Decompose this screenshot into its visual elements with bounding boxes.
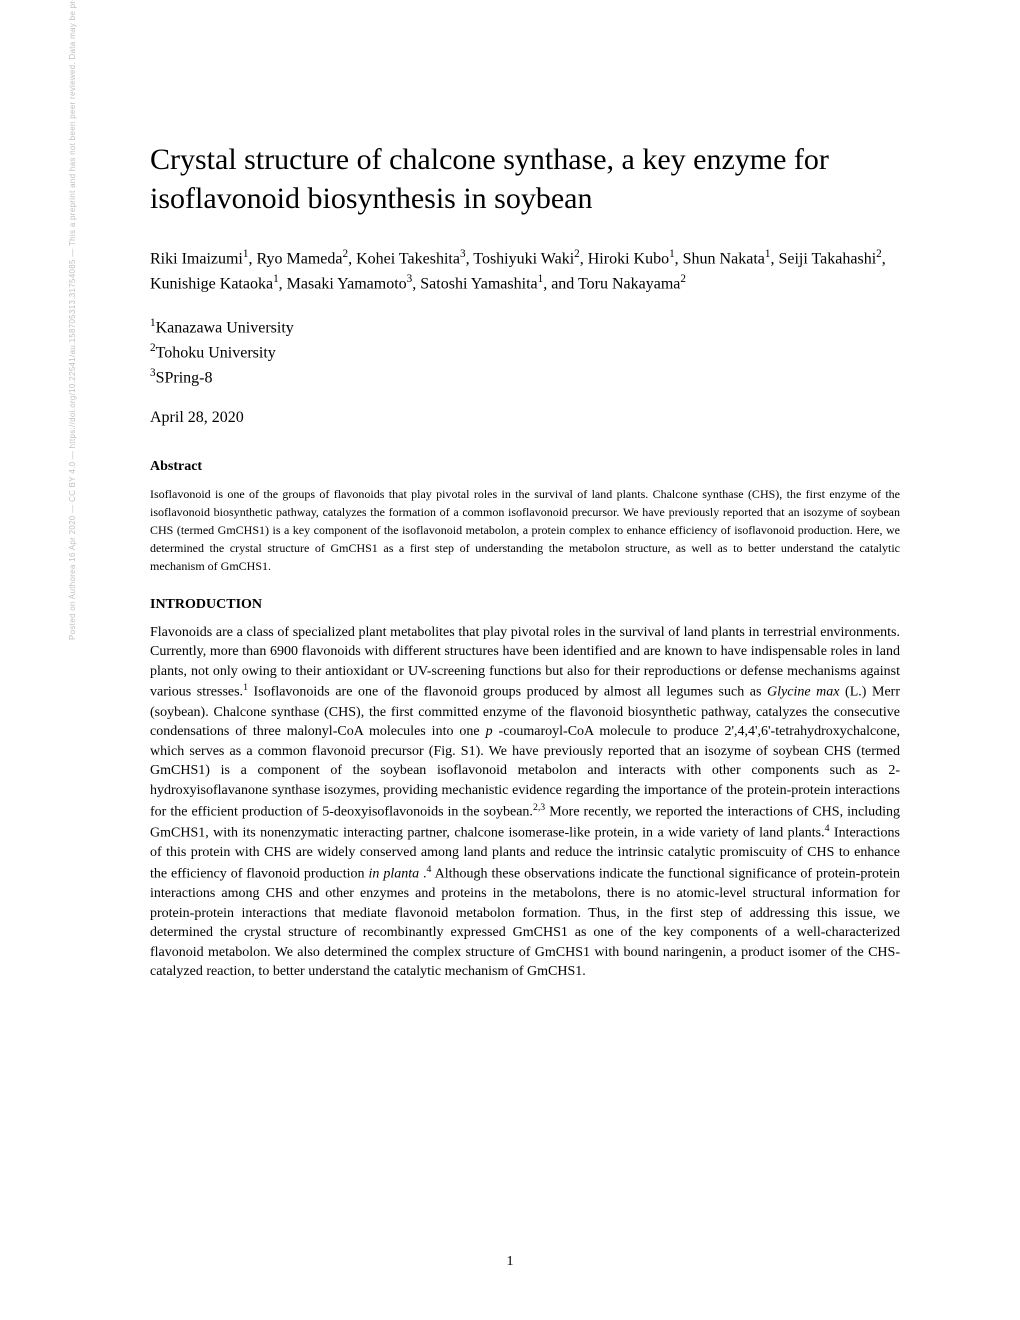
author-affiliation-ref: 2 <box>574 248 580 260</box>
author-affiliation-ref: 2 <box>680 273 686 285</box>
author-affiliation-ref: 1 <box>243 248 249 260</box>
affiliations-block: 1Kanazawa University2Tohoku University3S… <box>150 315 900 391</box>
authors-block: Riki Imaizumi1, Ryo Mameda2, Kohei Takes… <box>150 246 900 297</box>
page-content: Crystal structure of chalcone synthase, … <box>0 0 1020 1042</box>
author-affiliation-ref: 3 <box>460 248 466 260</box>
italic-text: Glycine max <box>767 685 839 700</box>
author-name: Seiji Takahashi <box>778 250 876 267</box>
author-affiliation-ref: 2 <box>876 248 882 260</box>
affiliation-entry: 3SPring-8 <box>150 365 900 390</box>
author-affiliation-ref: 2 <box>342 248 348 260</box>
author-affiliation-ref: 3 <box>407 273 413 285</box>
italic-text: p <box>486 724 493 739</box>
author-name: Shun Nakata <box>683 250 765 267</box>
page-number: 1 <box>507 1254 514 1270</box>
citation-ref: 4 <box>427 864 432 875</box>
affiliation-entry: 1Kanazawa University <box>150 315 900 340</box>
author-name: Riki Imaizumi <box>150 250 243 267</box>
author-affiliation-ref: 1 <box>765 248 771 260</box>
watermark-text: Posted on Authorea 16 Apr 2020 — CC BY 4… <box>68 0 77 640</box>
introduction-heading: INTRODUCTION <box>150 597 900 613</box>
author-name: Satoshi Yamashita <box>420 276 537 293</box>
citation-ref: 4 <box>825 823 830 834</box>
author-affiliation-ref: 1 <box>538 273 544 285</box>
paper-title: Crystal structure of chalcone synthase, … <box>150 140 900 218</box>
affiliation-name: SPring-8 <box>156 370 213 387</box>
affiliation-name: Tohoku University <box>156 344 276 361</box>
publication-date: April 28, 2020 <box>150 409 900 427</box>
author-name: Masaki Yamamoto <box>287 276 407 293</box>
author-name: Hiroki Kubo <box>588 250 669 267</box>
author-affiliation-ref: 1 <box>669 248 675 260</box>
citation-ref: 1 <box>243 682 248 693</box>
affiliation-name: Kanazawa University <box>156 319 294 336</box>
affiliation-entry: 2Tohoku University <box>150 340 900 365</box>
author-name: Ryo Mameda <box>256 250 342 267</box>
author-name: Kohei Takeshita <box>356 250 460 267</box>
italic-text: in planta <box>368 866 419 881</box>
abstract-heading: Abstract <box>150 459 900 475</box>
introduction-body: Flavonoids are a class of specialized pl… <box>150 623 900 982</box>
author-name: Kunishige Kataoka <box>150 276 273 293</box>
author-name: Toshiyuki Waki <box>473 250 574 267</box>
citation-ref: 2,3 <box>533 802 545 813</box>
abstract-text: Isoflavonoid is one of the groups of fla… <box>150 485 900 575</box>
author-name: Toru Nakayama <box>578 276 680 293</box>
author-affiliation-ref: 1 <box>273 273 279 285</box>
